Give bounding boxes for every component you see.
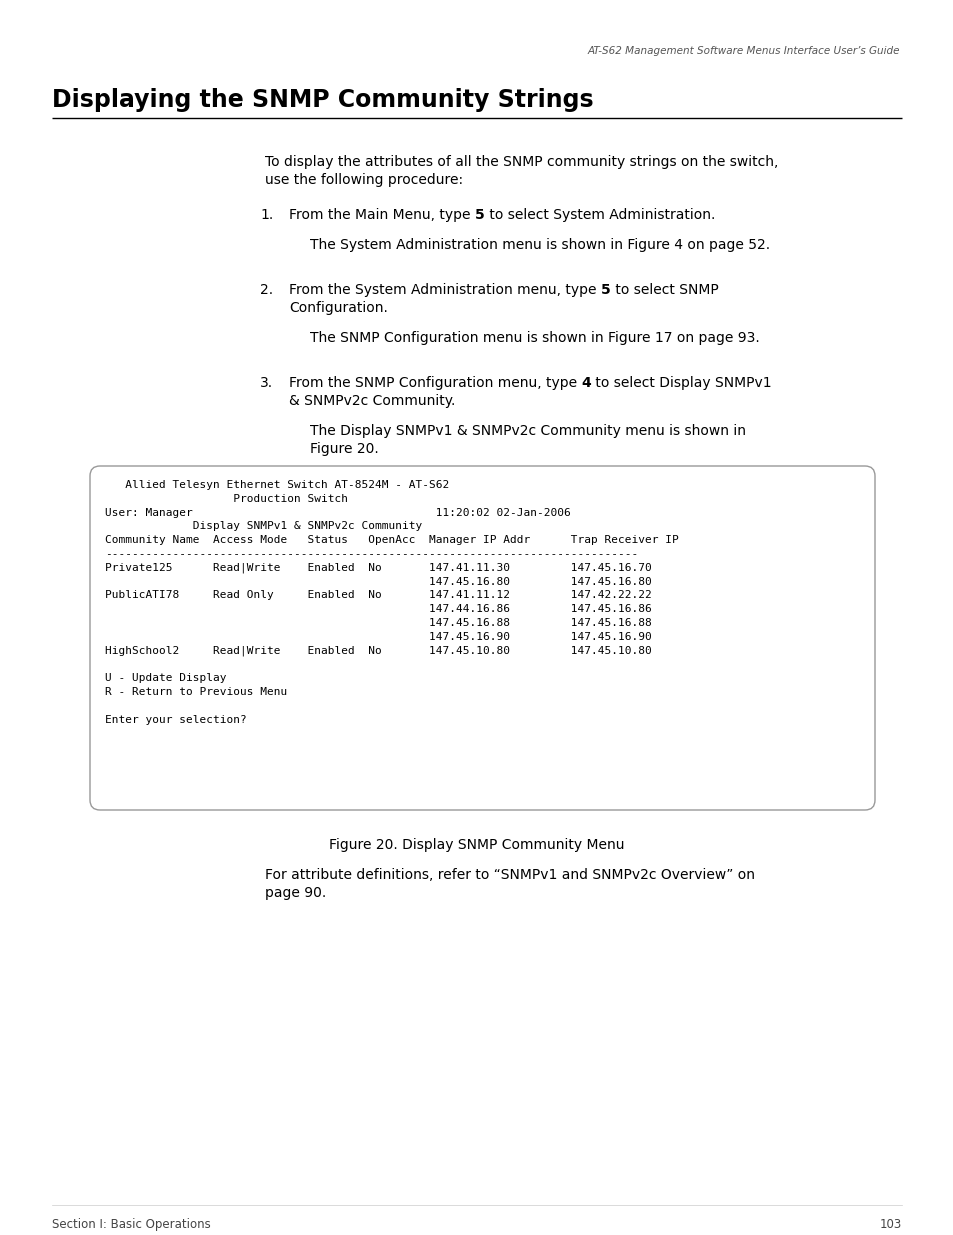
Text: use the following procedure:: use the following procedure: <box>265 173 462 186</box>
Text: 147.45.16.88         147.45.16.88: 147.45.16.88 147.45.16.88 <box>105 618 651 629</box>
Text: The System Administration menu is shown in Figure 4 on page 52.: The System Administration menu is shown … <box>310 238 769 252</box>
Text: User: Manager                                    11:20:02 02-Jan-2006: User: Manager 11:20:02 02-Jan-2006 <box>105 508 570 517</box>
Text: 4: 4 <box>581 375 591 390</box>
Text: The Display SNMPv1 & SNMPv2c Community menu is shown in: The Display SNMPv1 & SNMPv2c Community m… <box>310 424 745 438</box>
Text: AT-S62 Management Software Menus Interface User’s Guide: AT-S62 Management Software Menus Interfa… <box>587 46 899 56</box>
Text: From the Main Menu, type: From the Main Menu, type <box>289 207 475 222</box>
Text: 147.44.16.86         147.45.16.86: 147.44.16.86 147.45.16.86 <box>105 604 651 614</box>
Text: Displaying the SNMP Community Strings: Displaying the SNMP Community Strings <box>52 88 593 112</box>
Text: to select SNMP: to select SNMP <box>610 283 718 296</box>
Text: Section I: Basic Operations: Section I: Basic Operations <box>52 1218 211 1231</box>
Text: page 90.: page 90. <box>265 885 326 900</box>
Text: 147.45.16.80         147.45.16.80: 147.45.16.80 147.45.16.80 <box>105 577 651 587</box>
Text: Production Switch: Production Switch <box>105 494 348 504</box>
Text: 3.: 3. <box>260 375 273 390</box>
Text: The SNMP Configuration menu is shown in Figure 17 on page 93.: The SNMP Configuration menu is shown in … <box>310 331 759 345</box>
FancyBboxPatch shape <box>90 466 874 810</box>
Text: From the System Administration menu, type: From the System Administration menu, typ… <box>289 283 600 296</box>
Text: PublicATI78     Read Only     Enabled  No       147.41.11.12         147.42.22.2: PublicATI78 Read Only Enabled No 147.41.… <box>105 590 651 600</box>
Text: 5: 5 <box>600 283 610 296</box>
Text: For attribute definitions, refer to “SNMPv1 and SNMPv2c Overview” on: For attribute definitions, refer to “SNM… <box>265 868 754 882</box>
Text: U - Update Display: U - Update Display <box>105 673 226 683</box>
Text: 147.45.16.90         147.45.16.90: 147.45.16.90 147.45.16.90 <box>105 632 651 642</box>
Text: HighSchool2     Read|Write    Enabled  No       147.45.10.80         147.45.10.8: HighSchool2 Read|Write Enabled No 147.45… <box>105 646 651 656</box>
Text: to select Display SNMPv1: to select Display SNMPv1 <box>591 375 771 390</box>
Text: To display the attributes of all the SNMP community strings on the switch,: To display the attributes of all the SNM… <box>265 156 778 169</box>
Text: Allied Telesyn Ethernet Switch AT-8524M - AT-S62: Allied Telesyn Ethernet Switch AT-8524M … <box>105 480 449 490</box>
Text: 5: 5 <box>475 207 484 222</box>
Text: Enter your selection?: Enter your selection? <box>105 715 247 725</box>
Text: R - Return to Previous Menu: R - Return to Previous Menu <box>105 687 287 697</box>
Text: From the SNMP Configuration menu, type: From the SNMP Configuration menu, type <box>289 375 581 390</box>
Text: & SNMPv2c Community.: & SNMPv2c Community. <box>289 394 455 408</box>
Text: Private125      Read|Write    Enabled  No       147.41.11.30         147.45.16.7: Private125 Read|Write Enabled No 147.41.… <box>105 563 651 573</box>
Text: Figure 20.: Figure 20. <box>310 442 378 456</box>
Text: 103: 103 <box>879 1218 901 1231</box>
Text: 2.: 2. <box>260 283 273 296</box>
Text: Community Name  Access Mode   Status   OpenAcc  Manager IP Addr      Trap Receiv: Community Name Access Mode Status OpenAc… <box>105 535 678 545</box>
Text: Configuration.: Configuration. <box>289 301 388 315</box>
Text: to select System Administration.: to select System Administration. <box>484 207 714 222</box>
Text: Figure 20. Display SNMP Community Menu: Figure 20. Display SNMP Community Menu <box>329 839 624 852</box>
Text: 1.: 1. <box>260 207 273 222</box>
Text: Display SNMPv1 & SNMPv2c Community: Display SNMPv1 & SNMPv2c Community <box>105 521 422 531</box>
Text: -------------------------------------------------------------------------------: ----------------------------------------… <box>105 550 638 559</box>
